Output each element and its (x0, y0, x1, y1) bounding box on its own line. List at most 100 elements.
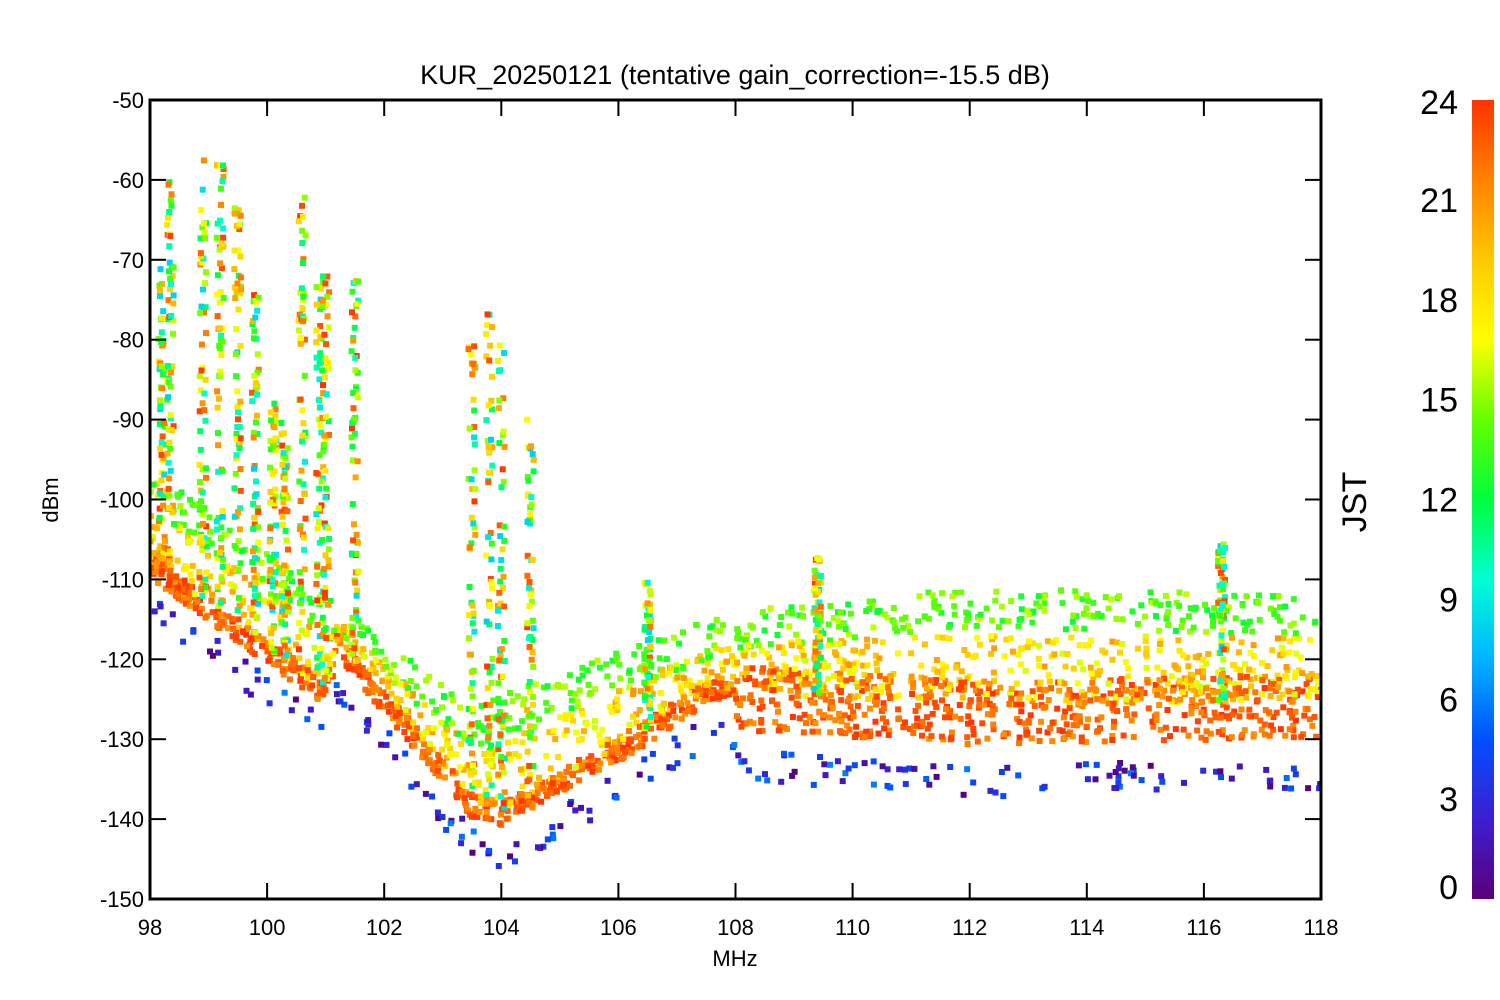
scatter-point (1246, 618, 1253, 625)
scatter-point (992, 789, 999, 796)
scatter-point (1069, 733, 1076, 740)
scatter-point (661, 700, 667, 707)
scatter-point (351, 521, 357, 528)
scatter-point (1036, 603, 1043, 610)
scatter-point (1261, 685, 1268, 691)
scatter-point (259, 576, 266, 582)
scatter-point (308, 599, 315, 606)
scatter-point (1072, 625, 1079, 631)
scatter-point (1056, 727, 1063, 734)
scatter-point (1153, 613, 1159, 619)
scatter-point (443, 826, 450, 833)
scatter-point (774, 701, 781, 708)
scatter-point (1007, 635, 1014, 642)
scatter-point (557, 823, 564, 830)
scatter-point (278, 619, 285, 625)
scatter-point (313, 580, 320, 587)
scatter-point (1222, 576, 1228, 583)
scatter-point (507, 853, 513, 860)
scatter-point (495, 741, 502, 748)
scatter-point (989, 690, 996, 697)
scatter-point (392, 713, 399, 720)
scatter-point (409, 692, 416, 699)
scatter-point (526, 710, 533, 717)
scatter-point (956, 702, 963, 708)
scatter-point (1242, 627, 1248, 634)
scatter-point (304, 631, 311, 638)
scatter-point (619, 754, 626, 761)
scatter-point (168, 563, 175, 570)
scatter-point (168, 312, 175, 319)
scatter-point (833, 651, 840, 658)
scatter-point (791, 768, 798, 775)
scatter-point (612, 699, 619, 706)
scatter-point (354, 300, 361, 307)
scatter-point (678, 687, 685, 694)
scatter-point (679, 707, 685, 714)
scatter-point (209, 652, 216, 659)
scatter-point (710, 695, 716, 702)
scatter-point (478, 702, 485, 709)
scatter-point (1297, 654, 1304, 661)
scatter-point (770, 668, 777, 675)
scatter-point (778, 778, 785, 785)
scatter-point (251, 372, 258, 379)
scatter-point (747, 692, 754, 699)
scatter-point (702, 692, 709, 699)
scatter-point (495, 695, 502, 702)
scatter-point (310, 674, 317, 681)
scatter-point (313, 339, 320, 346)
scatter-point (475, 779, 482, 786)
scatter-point (847, 703, 854, 710)
scatter-point (299, 227, 306, 234)
scatter-point (1230, 696, 1237, 703)
scatter-point (279, 513, 286, 520)
scatter-point (810, 781, 817, 788)
scatter-point (299, 304, 306, 311)
scatter-point (1247, 676, 1254, 683)
scatter-point (782, 669, 789, 676)
scatter-point (840, 665, 847, 672)
scatter-point (1045, 697, 1052, 703)
scatter-point (435, 764, 441, 771)
scatter-point (543, 792, 550, 799)
scatter-point (846, 669, 853, 675)
scatter-point (999, 617, 1006, 624)
scatter-point (915, 618, 922, 625)
scatter-point (300, 260, 306, 266)
scatter-point (1188, 676, 1195, 683)
scatter-point (1305, 785, 1312, 792)
scatter-point (321, 674, 328, 681)
scatter-point (485, 534, 492, 541)
scatter-point (641, 655, 648, 662)
scatter-point (572, 764, 579, 771)
scatter-point (167, 412, 174, 419)
scatter-point (670, 634, 677, 641)
scatter-point (296, 655, 303, 662)
scatter-point (197, 428, 204, 435)
scatter-point (1218, 547, 1225, 554)
scatter-point (209, 609, 216, 616)
scatter-point (1138, 602, 1145, 609)
scatter-point (1314, 694, 1321, 700)
scatter-point (198, 206, 205, 213)
scatter-point (225, 625, 231, 632)
scatter-point (665, 712, 672, 719)
scatter-point (812, 591, 819, 598)
scatter-point (167, 415, 174, 422)
scatter-point (305, 663, 312, 670)
scatter-point (349, 629, 356, 636)
scatter-point (439, 704, 445, 711)
scatter-point (269, 603, 276, 610)
scatter-point (1250, 667, 1257, 674)
scatter-point (1069, 714, 1076, 721)
scatter-point (925, 615, 932, 622)
scatter-point (921, 675, 928, 682)
scatter-point (1242, 688, 1249, 695)
scatter-point (805, 680, 812, 687)
scatter-point (1215, 688, 1222, 695)
scatter-point (1223, 704, 1230, 711)
scatter-point (187, 583, 194, 590)
scatter-point (489, 324, 495, 331)
scatter-point (158, 568, 165, 575)
